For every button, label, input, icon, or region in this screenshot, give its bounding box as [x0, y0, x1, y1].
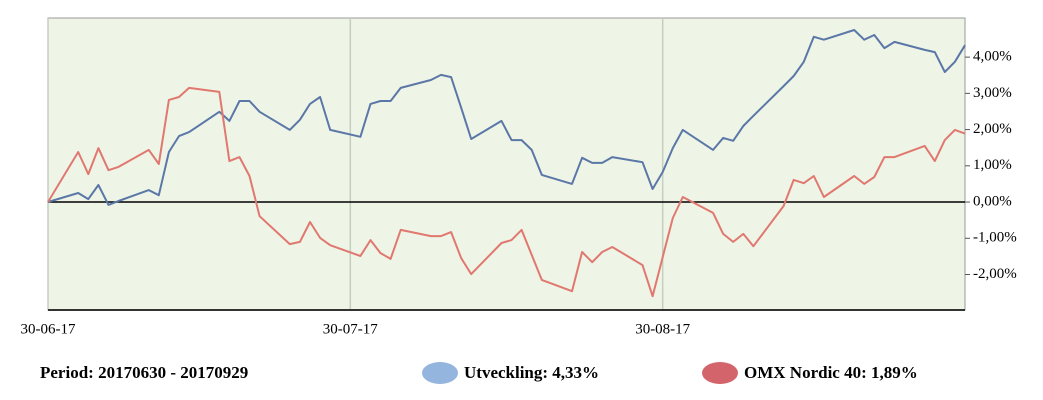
y-tick-label: -2,00% — [973, 266, 1017, 282]
series-line — [47, 86, 966, 298]
legend-swatch — [422, 362, 458, 384]
x-tick-label: 30-07-17 — [323, 321, 378, 337]
plot-area — [47, 17, 966, 311]
y-tick-label: 1,00% — [973, 157, 1012, 173]
legend-label: Utveckling: 4,33% — [464, 363, 599, 382]
x-tick-label: 30-08-17 — [635, 321, 690, 337]
legend-label: OMX Nordic 40: 1,89% — [744, 363, 918, 382]
series-line — [47, 29, 966, 206]
y-tick-label: -1,00% — [973, 230, 1017, 246]
y-tick-label: 2,00% — [973, 121, 1012, 137]
y-tick-label: 4,00% — [973, 49, 1012, 65]
y-tick-label: 3,00% — [973, 85, 1012, 101]
legend-swatch — [702, 362, 738, 384]
x-tick-label: 30-06-17 — [21, 321, 76, 337]
period-label: Period: 20170630 - 20170929 — [40, 363, 248, 382]
y-tick-label: 0,00% — [973, 193, 1012, 209]
